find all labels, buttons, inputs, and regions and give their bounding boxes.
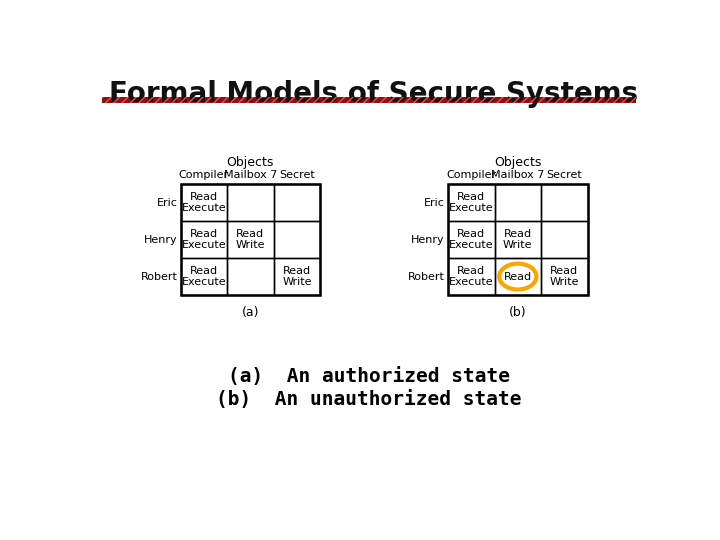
Bar bbox=[181, 184, 320, 295]
Bar bbox=[228, 184, 274, 221]
Text: Eric: Eric bbox=[157, 198, 178, 207]
Text: Henry: Henry bbox=[411, 234, 445, 245]
Text: Objects: Objects bbox=[227, 156, 274, 169]
Text: Compiler: Compiler bbox=[179, 170, 229, 180]
Text: Secret: Secret bbox=[279, 170, 315, 180]
Text: Robert: Robert bbox=[140, 272, 178, 281]
Text: Read
Write: Read Write bbox=[282, 266, 312, 287]
Bar bbox=[495, 184, 541, 221]
Bar bbox=[181, 221, 228, 258]
Text: (b): (b) bbox=[509, 306, 526, 319]
Text: Objects: Objects bbox=[494, 156, 541, 169]
Text: Read
Write: Read Write bbox=[549, 266, 579, 287]
Bar bbox=[495, 221, 541, 258]
Bar bbox=[228, 221, 274, 258]
Text: Read
Write: Read Write bbox=[503, 229, 533, 251]
Bar bbox=[541, 221, 588, 258]
Bar bbox=[228, 258, 274, 295]
Bar bbox=[541, 258, 588, 295]
Text: (a)  An authorized state: (a) An authorized state bbox=[228, 367, 510, 386]
Text: (b)  An unauthorized state: (b) An unauthorized state bbox=[216, 390, 522, 409]
Text: Read
Execute: Read Execute bbox=[181, 229, 226, 251]
Bar bbox=[274, 221, 320, 258]
Text: Read: Read bbox=[504, 272, 532, 281]
Text: Read
Execute: Read Execute bbox=[181, 192, 226, 213]
Text: (a): (a) bbox=[242, 306, 259, 319]
Text: Compiler: Compiler bbox=[446, 170, 496, 180]
Text: Read
Execute: Read Execute bbox=[449, 229, 494, 251]
Bar bbox=[102, 97, 636, 103]
Bar bbox=[541, 184, 588, 221]
Text: Henry: Henry bbox=[144, 234, 178, 245]
Bar bbox=[274, 258, 320, 295]
Bar bbox=[448, 184, 588, 295]
Text: Read
Write: Read Write bbox=[235, 229, 265, 251]
Bar bbox=[181, 258, 228, 295]
Text: Robert: Robert bbox=[408, 272, 445, 281]
Bar bbox=[102, 97, 636, 103]
Bar bbox=[448, 258, 495, 295]
Bar bbox=[495, 258, 541, 295]
Text: Formal Models of Secure Systems: Formal Models of Secure Systems bbox=[109, 80, 639, 108]
Text: Read
Execute: Read Execute bbox=[181, 266, 226, 287]
Text: Mailbox 7: Mailbox 7 bbox=[491, 170, 544, 180]
Bar bbox=[181, 184, 228, 221]
Bar bbox=[448, 184, 495, 221]
Text: Read
Execute: Read Execute bbox=[449, 266, 494, 287]
Text: Eric: Eric bbox=[424, 198, 445, 207]
Bar bbox=[274, 184, 320, 221]
Text: Read
Execute: Read Execute bbox=[449, 192, 494, 213]
Bar bbox=[448, 221, 495, 258]
Text: Secret: Secret bbox=[546, 170, 582, 180]
Text: Mailbox 7: Mailbox 7 bbox=[224, 170, 277, 180]
